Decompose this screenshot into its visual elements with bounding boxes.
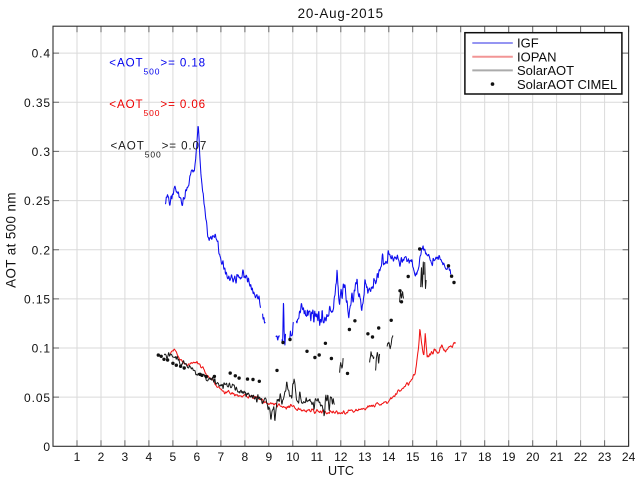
svg-text:0.3: 0.3: [32, 145, 51, 159]
svg-text:0.2: 0.2: [32, 243, 51, 257]
svg-text:9: 9: [265, 450, 272, 464]
svg-text:20-Aug-2015: 20-Aug-2015: [298, 6, 384, 21]
svg-text:18: 18: [478, 450, 492, 464]
svg-text:15: 15: [406, 450, 420, 464]
svg-text:10: 10: [286, 450, 300, 464]
svg-text:22: 22: [574, 450, 588, 464]
svg-text:0: 0: [43, 440, 51, 454]
svg-text:SolarAOT CIMEL: SolarAOT CIMEL: [517, 77, 617, 92]
svg-text:0.1: 0.1: [32, 342, 51, 356]
svg-text:AOT at 500 nm: AOT at 500 nm: [3, 192, 18, 288]
svg-text:1: 1: [74, 450, 81, 464]
svg-text:13: 13: [358, 450, 372, 464]
svg-text:24: 24: [622, 450, 636, 464]
svg-text:11: 11: [311, 450, 324, 464]
svg-text:21: 21: [550, 450, 564, 464]
svg-text:0.4: 0.4: [32, 47, 51, 61]
svg-text:7: 7: [218, 450, 225, 464]
svg-text:12: 12: [334, 450, 348, 464]
svg-text:IOPAN: IOPAN: [517, 49, 557, 64]
svg-text:20: 20: [526, 450, 540, 464]
svg-text:4: 4: [146, 450, 153, 464]
svg-text:16: 16: [430, 450, 444, 464]
svg-text:2: 2: [98, 450, 105, 464]
svg-text:23: 23: [598, 450, 612, 464]
svg-text:IGF: IGF: [517, 36, 539, 51]
svg-text:SolarAOT: SolarAOT: [517, 63, 574, 78]
svg-text:5: 5: [170, 450, 177, 464]
svg-text:6: 6: [194, 450, 201, 464]
svg-text:0.15: 0.15: [24, 293, 51, 307]
svg-text:17: 17: [454, 450, 468, 464]
svg-text:14: 14: [382, 450, 396, 464]
svg-text:0.35: 0.35: [24, 96, 51, 110]
svg-text:19: 19: [502, 450, 516, 464]
svg-text:UTC: UTC: [328, 464, 354, 478]
svg-text:0.05: 0.05: [24, 391, 51, 405]
svg-text:8: 8: [242, 450, 249, 464]
svg-text:0.25: 0.25: [24, 194, 51, 208]
svg-text:3: 3: [122, 450, 129, 464]
